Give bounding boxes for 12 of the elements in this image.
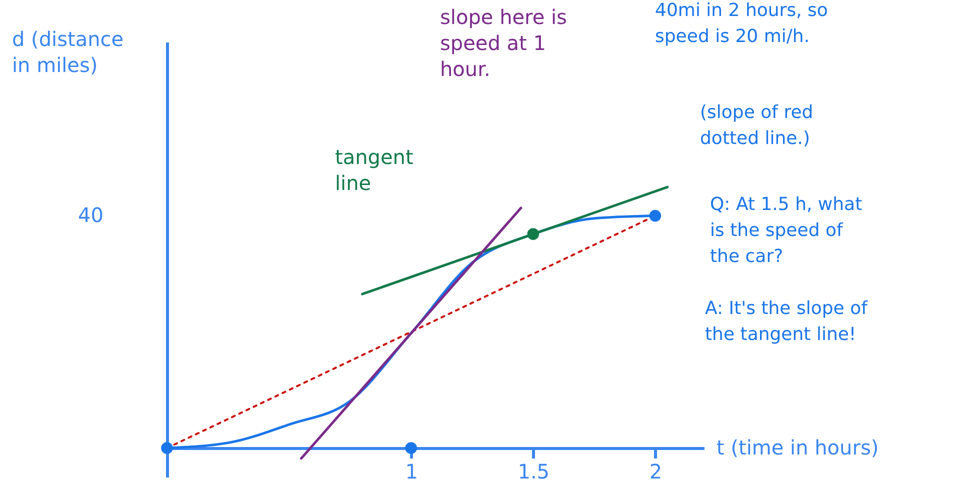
x-tick-label: 1 xyxy=(405,460,418,484)
x-axis-title: t (time in hours) xyxy=(716,436,879,460)
text: (slope of red dotted line.) xyxy=(700,102,814,149)
text: d (distance in miles) xyxy=(12,27,124,77)
x-tick-label: 2 xyxy=(649,460,662,484)
text: 40 xyxy=(78,203,104,227)
text: Q: At 1.5 h, what is the speed of the car? xyxy=(710,194,862,267)
annotation: tangent line xyxy=(335,145,414,195)
text: 40mi in 2 hours, so speed is 20 mi/h. xyxy=(655,0,828,47)
text: slope here is speed at 1 hour. xyxy=(440,5,567,81)
x-tick-label: 1.5 xyxy=(518,460,550,484)
text: A: It's the slope of the tangent line! xyxy=(705,298,868,345)
